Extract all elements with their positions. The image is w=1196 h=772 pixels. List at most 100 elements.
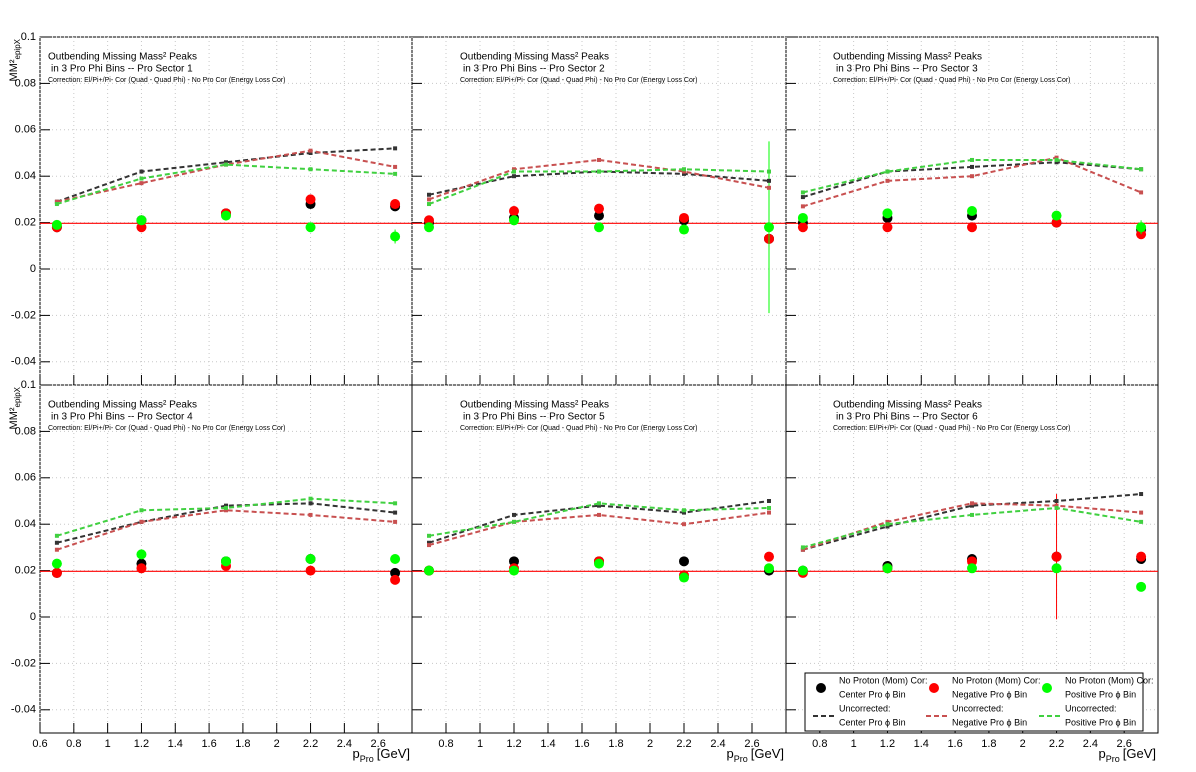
line-marker <box>393 146 398 151</box>
line-marker <box>682 522 686 527</box>
point <box>1051 217 1062 228</box>
point <box>136 215 147 226</box>
y-tick-label: 0.06 <box>15 124 36 136</box>
x-axis-title-main: p <box>353 746 360 761</box>
line-marker <box>800 545 805 550</box>
panel-title: Outbending Missing Mass² Peaks <box>48 52 197 63</box>
y-tick-label: 0 <box>30 263 36 275</box>
panel-title: Outbending Missing Mass² Peaks <box>833 400 982 411</box>
x-axis-title-unit: [GeV] <box>1123 746 1156 761</box>
line-marker <box>767 185 771 190</box>
dashed-line <box>428 168 770 205</box>
line-marker <box>767 505 771 510</box>
dashed-line <box>56 149 396 203</box>
dashed-line <box>56 163 396 205</box>
y-tick-label: -0.04 <box>11 704 36 716</box>
x-tick-label: 1.6 <box>947 738 962 750</box>
line-marker <box>597 503 601 508</box>
line-marker <box>54 547 59 552</box>
point <box>390 231 401 242</box>
panel-subtitle: in 3 Pro Phi Bins -- Pro Sector 5 <box>463 412 605 423</box>
line-marker <box>139 508 144 513</box>
line-marker <box>970 164 974 169</box>
point <box>509 215 519 226</box>
point <box>594 558 604 569</box>
panel-subtitle: in 3 Pro Phi Bins -- Pro Sector 3 <box>836 64 978 75</box>
point <box>136 222 147 233</box>
point <box>1051 563 1062 574</box>
x-tick-label: 2.2 <box>1049 738 1064 750</box>
line-marker <box>682 169 686 174</box>
x-axis-title-unit: [GeV] <box>751 746 784 761</box>
point <box>967 556 977 567</box>
line-marker <box>767 499 771 503</box>
y-axis-title-sub: epipX <box>13 386 22 407</box>
line-marker <box>224 160 228 165</box>
point <box>797 212 808 223</box>
point <box>594 222 604 233</box>
panel-subtitle: in 3 Pro Phi Bins -- Pro Sector 2 <box>463 64 605 75</box>
y-tick-label: 0.08 <box>15 425 36 437</box>
panel-title: Outbending Missing Mass² Peaks <box>460 52 609 63</box>
x-tick-label: 0.8 <box>438 738 453 750</box>
legend-label: Negative Pro ϕ Bin <box>952 689 1027 699</box>
x-tick-label: 1 <box>105 738 111 750</box>
line-marker <box>139 519 144 524</box>
y-axis-title-sub: epipX <box>13 38 22 59</box>
legend-swatch <box>816 683 826 693</box>
point <box>797 222 808 233</box>
panel-subtitle: in 3 Pro Phi Bins -- Pro Sector 6 <box>836 412 978 423</box>
point <box>967 206 977 216</box>
x-tick-label: 1.6 <box>574 738 589 750</box>
point <box>136 563 147 574</box>
x-tick-label: 1 <box>477 738 483 750</box>
line-marker <box>885 169 890 174</box>
point <box>764 563 774 574</box>
line-marker <box>224 508 228 513</box>
line-marker <box>1054 499 1059 503</box>
point <box>882 563 893 574</box>
point <box>305 565 316 576</box>
x-tick-label: 1.2 <box>880 738 895 750</box>
legend-title: No Proton (Mom) Cor: <box>839 675 928 685</box>
line-marker <box>970 157 974 162</box>
panel-note: Correction: El/Pi+/Pi- Cor (Quad - Quad … <box>460 77 698 84</box>
panel-note: Correction: El/Pi+/Pi- Cor (Quad - Quad … <box>48 77 286 84</box>
line-marker <box>427 192 431 197</box>
line-marker <box>767 169 771 174</box>
x-tick-label: 1 <box>851 738 857 750</box>
point <box>424 222 434 233</box>
point <box>679 556 689 567</box>
line-marker <box>1054 503 1059 508</box>
point <box>390 199 401 210</box>
line-marker <box>767 178 771 183</box>
x-tick-label: 2.2 <box>676 738 691 750</box>
line-marker <box>393 510 398 515</box>
point <box>764 222 774 233</box>
line-marker <box>1139 510 1144 515</box>
point <box>967 222 977 233</box>
line-marker <box>1054 160 1059 165</box>
point <box>679 572 689 583</box>
point <box>967 563 977 574</box>
line-marker <box>427 202 431 207</box>
x-axis-title: pPro [GeV] <box>1099 746 1157 764</box>
line-marker <box>54 540 59 545</box>
x-axis-title-unit: [GeV] <box>377 746 410 761</box>
x-tick-label: 1.2 <box>506 738 521 750</box>
y-tick-label: 0.02 <box>15 217 36 229</box>
line-marker <box>308 167 313 172</box>
point <box>221 556 231 567</box>
y-tick-label: 0.1 <box>21 379 36 391</box>
dashed-line <box>428 500 770 544</box>
line-marker <box>1139 492 1144 497</box>
point <box>509 206 519 216</box>
panel-note: Correction: El/Pi+/Pi- Cor (Quad - Quad … <box>833 77 1071 84</box>
line-marker <box>54 533 59 538</box>
y-tick-label: 0.06 <box>15 472 36 484</box>
y-axis-title-main: MM² <box>8 407 20 429</box>
line-marker <box>512 167 516 172</box>
line-marker <box>512 512 516 517</box>
line-marker <box>800 190 805 195</box>
y-tick-label: 0.04 <box>15 170 36 182</box>
